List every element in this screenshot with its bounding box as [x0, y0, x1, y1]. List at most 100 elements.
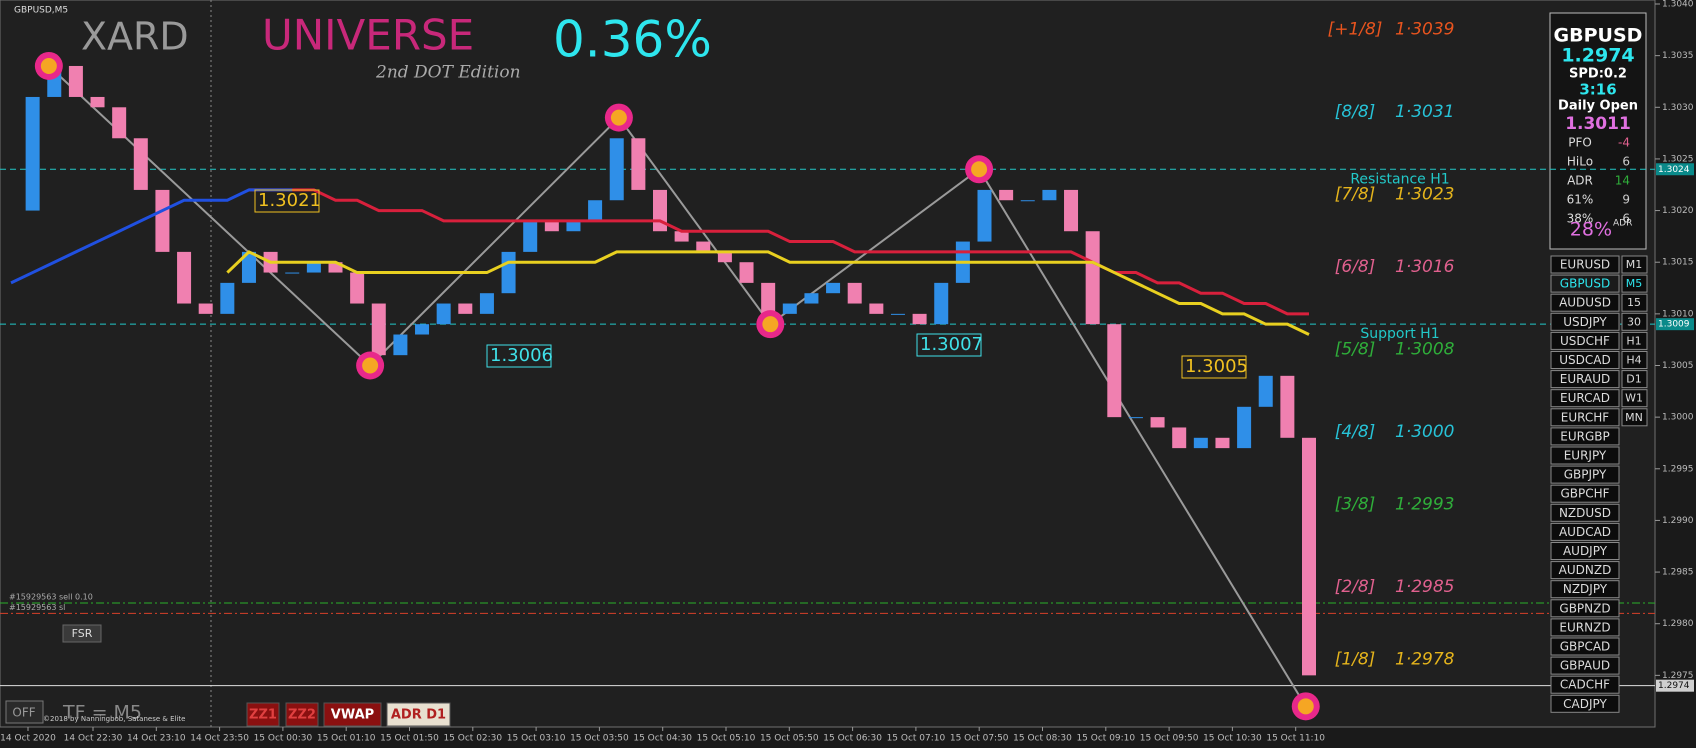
- timeframe-button[interactable]: [1621, 370, 1648, 389]
- info-row-name: 61%: [1567, 193, 1594, 207]
- candle: [328, 262, 343, 273]
- timeframe-button[interactable]: [1621, 351, 1648, 369]
- symbol-button[interactable]: [1550, 637, 1620, 656]
- symbol-button[interactable]: [1550, 351, 1620, 369]
- tool-label: ZZ1: [249, 708, 277, 723]
- timeframe-button[interactable]: [1621, 293, 1648, 312]
- symbol-label: GBPCAD: [1560, 640, 1611, 654]
- tool-button[interactable]: [246, 702, 280, 727]
- symbol-button[interactable]: [1550, 656, 1620, 675]
- symbol-button[interactable]: [1550, 599, 1620, 618]
- info-row-value: 6: [1622, 212, 1630, 226]
- candle: [458, 303, 473, 314]
- symbol-button[interactable]: [1550, 255, 1620, 274]
- timeframe-label: H4: [1626, 354, 1641, 367]
- candle: [133, 138, 148, 190]
- symbol-button[interactable]: [1550, 427, 1620, 446]
- candle: [1237, 406, 1252, 449]
- timeframe-label: H1: [1626, 334, 1641, 347]
- symbol-label: AUDJPY: [1563, 544, 1608, 558]
- candle: [869, 303, 884, 314]
- x-tick-label: 14 Oct 2020: [0, 734, 56, 744]
- brand: XARD: [81, 15, 189, 59]
- info-open: 1.3011: [1565, 114, 1631, 134]
- y-tick-label: 1.3025: [1662, 154, 1694, 164]
- x-tick-label: 15 Oct 01:50: [380, 734, 439, 744]
- symbol-button[interactable]: [1550, 694, 1620, 713]
- fsr-button[interactable]: [62, 624, 102, 643]
- tool-button[interactable]: [323, 702, 382, 727]
- tool-button[interactable]: [285, 702, 319, 727]
- timeframe-button[interactable]: [1621, 389, 1648, 408]
- x-tick-label: 15 Oct 09:10: [1076, 734, 1135, 744]
- symbol-button[interactable]: [1550, 274, 1620, 293]
- tool-button[interactable]: [386, 702, 451, 727]
- symbol-label: USDCAD: [1559, 353, 1610, 367]
- timeframe-button[interactable]: [1621, 312, 1648, 331]
- x-tick-label: 14 Oct 23:10: [127, 734, 186, 744]
- symbol-button[interactable]: [1550, 293, 1620, 312]
- symbol-button[interactable]: [1550, 465, 1620, 484]
- level-text: Support H1: [1360, 326, 1439, 342]
- symbol-button[interactable]: [1550, 484, 1620, 503]
- symbol-button[interactable]: [1550, 389, 1620, 408]
- murrey-value: 1·2985: [1395, 577, 1454, 597]
- info-panel: [1549, 12, 1647, 250]
- candle: [436, 303, 451, 325]
- zigzag: [48, 65, 1307, 707]
- off-button[interactable]: [5, 700, 44, 724]
- candle: [415, 324, 430, 335]
- symbol-button[interactable]: [1550, 522, 1620, 541]
- y-tick-label: 1.2985: [1662, 568, 1694, 578]
- symbol-button[interactable]: [1550, 331, 1620, 350]
- y-tick-label: 1.2980: [1662, 619, 1694, 629]
- symbol-button[interactable]: [1550, 542, 1620, 560]
- y-tick-label: 1.3040: [1662, 0, 1694, 10]
- candle: [977, 189, 992, 242]
- murrey-name: [3/8]: [1335, 494, 1376, 514]
- timeframe-button[interactable]: [1621, 331, 1648, 350]
- symbol-button[interactable]: [1550, 446, 1620, 465]
- murrey-name: [6/8]: [1335, 257, 1376, 277]
- symbol-button[interactable]: [1550, 580, 1620, 599]
- symbol-button[interactable]: [1550, 312, 1620, 331]
- symbol-button[interactable]: [1550, 370, 1620, 389]
- candle: [479, 293, 494, 314]
- timeframe-button[interactable]: [1621, 408, 1648, 427]
- price-tag: 1.3006: [490, 345, 553, 366]
- x-tick-label: 15 Oct 09:50: [1140, 734, 1199, 744]
- copyright: ©2018 by Nanningbob, Satanese & Elite: [43, 715, 185, 723]
- pivot-core: [971, 161, 988, 178]
- candle: [177, 251, 192, 304]
- symbol-button[interactable]: [1550, 675, 1620, 694]
- timeframe-button[interactable]: [1621, 274, 1648, 293]
- murrey-value: 1·3023: [1395, 185, 1454, 205]
- y-tick-label: 1.3000: [1662, 413, 1694, 423]
- symbol-label: EURUSD: [1560, 258, 1610, 272]
- axis-price-box: [1656, 163, 1694, 176]
- info-price: 1.2974: [1561, 45, 1634, 67]
- candle: [371, 303, 386, 356]
- candle: [68, 65, 83, 97]
- price-tag-box: [254, 189, 320, 213]
- candle: [847, 282, 862, 304]
- symbol-button[interactable]: [1550, 561, 1620, 580]
- candle: [1215, 437, 1230, 449]
- pivot-core: [610, 109, 627, 126]
- candle: [1107, 324, 1122, 418]
- symbol-label: USDCHF: [1560, 334, 1610, 348]
- x-tick-label: 15 Oct 07:10: [887, 734, 946, 744]
- fsr-label: FSR: [72, 627, 93, 640]
- info-open-label: Daily Open: [1558, 99, 1638, 114]
- x-tick-label: 14 Oct 22:30: [64, 734, 123, 744]
- timeframe-button[interactable]: [1621, 255, 1648, 274]
- symbol-button[interactable]: [1550, 408, 1620, 427]
- x-tick-label: 15 Oct 08:30: [1013, 734, 1072, 744]
- y-tick-label: 1.3030: [1662, 103, 1694, 113]
- symbol-button[interactable]: [1550, 618, 1620, 637]
- symbol-button[interactable]: [1550, 503, 1620, 522]
- pivot-core: [40, 57, 57, 74]
- axis-price-label: 1.3009: [1658, 320, 1690, 330]
- x-tick-label: 15 Oct 05:10: [697, 734, 756, 744]
- y-tick-label: 1.2975: [1662, 671, 1694, 681]
